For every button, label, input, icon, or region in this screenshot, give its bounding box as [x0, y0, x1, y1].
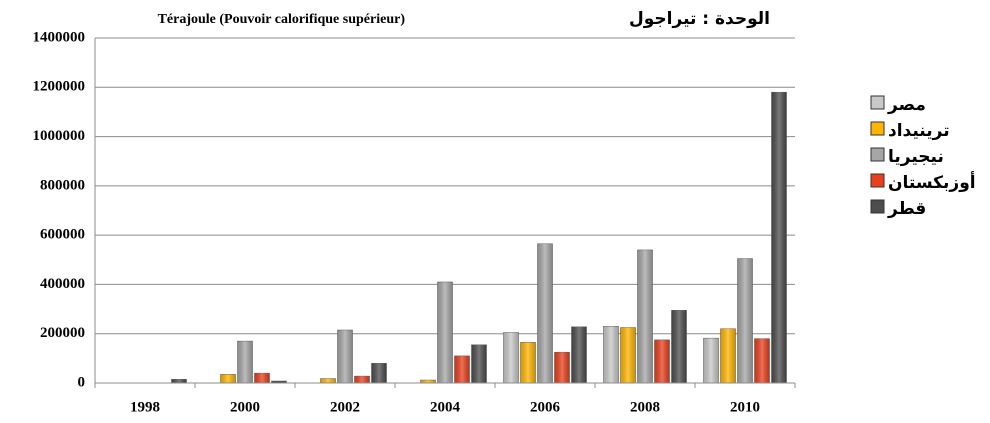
- bar-shade: [771, 92, 787, 383]
- bar-shade: [554, 352, 570, 383]
- bar-shade: [171, 379, 187, 383]
- y-tick-label: 200000: [40, 325, 85, 341]
- bar-shade: [737, 258, 753, 383]
- bar-shade: [637, 249, 653, 383]
- bar-shade: [237, 341, 253, 383]
- x-tick-label: 2004: [430, 399, 461, 415]
- bar-shade: [620, 327, 636, 383]
- bar-shade: [603, 326, 619, 383]
- bar-shade: [703, 338, 719, 383]
- legend-label: ترينيداد: [888, 121, 950, 141]
- x-tick-label: 2002: [330, 399, 360, 415]
- legend-swatch: [870, 147, 885, 162]
- y-tick-label: 1000000: [33, 128, 86, 144]
- y-tick-label: 1200000: [33, 79, 86, 95]
- legend-label: نيجيريا: [888, 147, 944, 167]
- y-tick-label: 800000: [40, 177, 85, 193]
- x-tick-label: 2008: [630, 399, 660, 415]
- legend-swatch: [870, 173, 885, 188]
- legend-swatch: [870, 199, 885, 214]
- bar-shade: [437, 281, 453, 383]
- unit-label: الوحدة : تيراجول: [629, 9, 770, 29]
- bar-shade: [571, 326, 587, 383]
- bar-shade: [503, 332, 519, 383]
- bar-shade: [754, 338, 770, 383]
- bar-shade: [537, 243, 553, 383]
- bar-shade: [420, 380, 436, 383]
- bar-shade: [454, 355, 470, 383]
- bar-shade: [371, 363, 387, 383]
- bar-shade: [520, 342, 536, 383]
- legend-swatch: [870, 121, 885, 136]
- y-tick-label: 0: [78, 374, 86, 390]
- bar-shade: [220, 374, 236, 383]
- x-tick-label: 2006: [530, 399, 561, 415]
- bar-shade: [720, 328, 736, 383]
- bar-shade: [671, 310, 687, 383]
- y-tick-label: 600000: [40, 227, 85, 243]
- x-tick-label: 1998: [130, 399, 160, 415]
- legend-label: أوزبكستان: [888, 171, 976, 193]
- y-tick-label: 1400000: [33, 29, 86, 45]
- legend-label: مصر: [887, 95, 926, 115]
- legend-swatch: [870, 95, 885, 110]
- bar-shade: [254, 373, 270, 383]
- x-tick-label: 2010: [730, 399, 760, 415]
- x-tick-label: 2000: [230, 399, 260, 415]
- bar-shade: [320, 378, 336, 383]
- legend-label: قطر: [887, 199, 926, 219]
- y-tick-label: 400000: [40, 276, 85, 292]
- bar-shade: [354, 376, 370, 383]
- bar-shade: [337, 330, 353, 383]
- bar-shade: [654, 339, 670, 383]
- bar-shade: [471, 344, 487, 383]
- chart-title: Térajoule (Pouvoir calorifique supérieur…: [158, 12, 406, 27]
